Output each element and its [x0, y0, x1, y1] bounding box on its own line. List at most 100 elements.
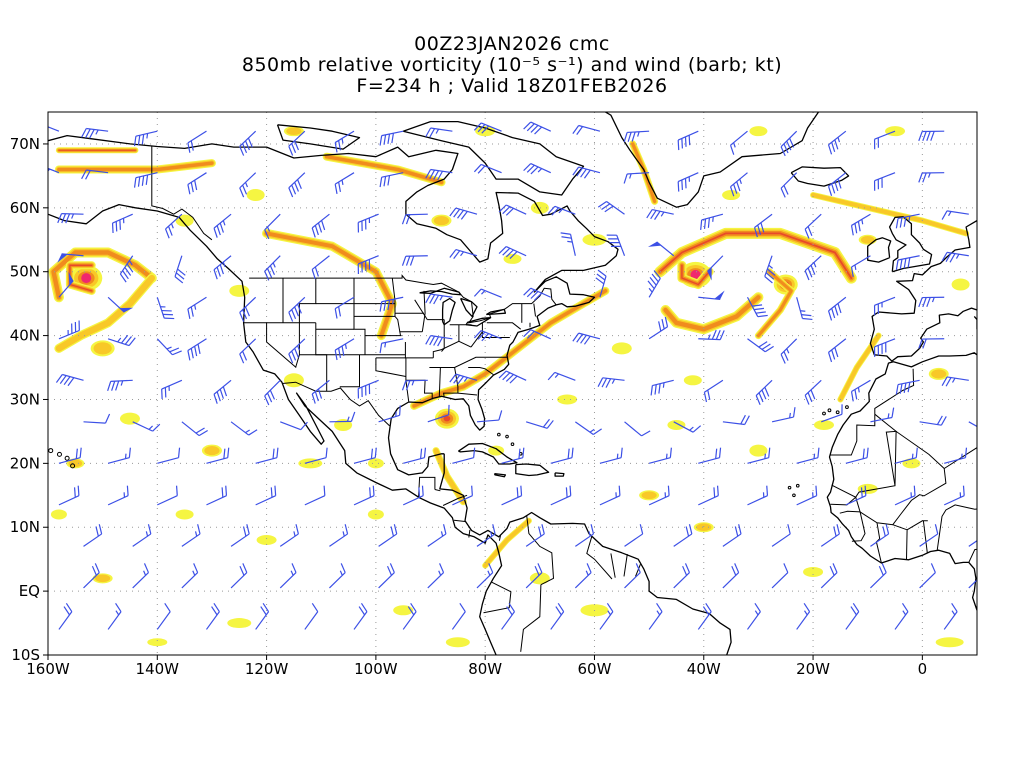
island-hispaniola [515, 463, 550, 477]
wind-barb [133, 130, 158, 147]
wind-barb [796, 602, 811, 630]
lake-michigan [441, 297, 456, 326]
wind-barb [764, 255, 776, 284]
wind-barb [473, 288, 502, 298]
border-us-state [298, 278, 317, 323]
coastline-italy [973, 315, 977, 330]
plot-frame [47, 111, 978, 656]
colombia-band [482, 517, 532, 569]
island-canaries [822, 411, 826, 416]
wind-barb [850, 213, 871, 236]
wind-barb [206, 447, 230, 464]
wind-barb [378, 563, 395, 589]
wind-barb [747, 485, 769, 506]
y-tick-label: 10N [10, 518, 40, 536]
lake-huron [460, 297, 478, 318]
title-model-run: 00Z23JAN2026 cmc [414, 33, 610, 55]
wind-barb [624, 524, 644, 547]
wind-barb [698, 329, 725, 341]
wind-barb [427, 404, 450, 423]
border-burkina [906, 520, 928, 531]
wind-barb [111, 213, 133, 234]
wind-barb [107, 485, 129, 506]
wind-barb [476, 524, 496, 547]
wind-barb [58, 485, 80, 506]
x-tick-label: 120W [245, 660, 289, 678]
wind-barb [895, 379, 920, 395]
border-us-state [421, 290, 426, 332]
border-honduras-nicaragua [442, 494, 468, 506]
wind-barb [449, 207, 478, 220]
vorticity-patch [393, 605, 414, 616]
wind-barb [873, 296, 896, 316]
wind-barb [646, 208, 674, 220]
border-us-state [339, 354, 360, 388]
wind-barb [595, 269, 607, 298]
border-alaska-canada [151, 146, 213, 241]
wind-barb [755, 379, 773, 405]
vorticity-patch [935, 637, 964, 648]
wind-barb [425, 127, 453, 138]
vorticity-peak-north-atlantic-low [690, 269, 701, 280]
wind-barb [107, 447, 131, 464]
wind-barb [673, 421, 702, 433]
chart-title-block: 00Z23JAN2026 cmc 850mb relative vorticit… [0, 34, 1024, 97]
y-tick-label: 70N [10, 135, 40, 153]
border-us-state [391, 278, 401, 336]
border-us-state [405, 357, 410, 402]
vorticity-patch [256, 535, 277, 546]
border-us-state [266, 322, 297, 368]
wind-barb [827, 172, 847, 196]
wind-barb [379, 130, 404, 146]
wind-barb [353, 485, 375, 506]
wind-barb [132, 563, 150, 589]
wind-barb [119, 255, 134, 283]
wind-barb [357, 255, 379, 274]
wind-barb [780, 172, 798, 198]
island-baffin [402, 120, 585, 196]
wind-barb [827, 296, 847, 321]
wind-barb [550, 447, 574, 464]
wind-barb [161, 379, 183, 400]
vorticity-patch [227, 618, 252, 629]
vorticity-patch [813, 420, 834, 431]
wind-barb [624, 563, 641, 589]
wind-barb [181, 524, 201, 547]
wind-barb [425, 293, 453, 305]
wind-barb [623, 130, 650, 143]
wind-barb [827, 338, 847, 363]
pacific-low-band-north [48, 247, 157, 303]
wind-barb [476, 410, 503, 423]
island-ireland [867, 237, 892, 263]
wind-barb [547, 371, 576, 381]
wind-barb [918, 338, 945, 349]
wind-barb [918, 172, 945, 183]
wind-barb [574, 563, 592, 589]
wind-barb [873, 172, 896, 191]
x-tick-label: 20W [796, 660, 830, 678]
wind-barb [944, 447, 968, 464]
border-guinea [839, 510, 866, 542]
border-us-state [375, 357, 406, 377]
vorticity-patch [229, 284, 250, 297]
vorticity-patch [611, 342, 632, 355]
wind-barb [550, 602, 565, 630]
wind-barb [677, 172, 699, 192]
x-tick-label: 60W [578, 660, 612, 678]
north-sea-band [810, 192, 970, 237]
wind-barb [845, 602, 860, 630]
wind-barb [623, 172, 650, 184]
wind-barb [498, 204, 527, 216]
wind-barb [804, 379, 822, 405]
border-us-state [533, 303, 536, 317]
wind-barb [919, 415, 947, 426]
wind-barb [425, 168, 453, 181]
wind-barb [187, 130, 207, 153]
vorticity-patch [639, 490, 660, 501]
wind-barb [895, 213, 920, 229]
border-panama-colombia [498, 535, 501, 541]
wind-barb [255, 447, 279, 464]
vorticity-patch [50, 509, 67, 520]
wind-barb [288, 338, 306, 364]
